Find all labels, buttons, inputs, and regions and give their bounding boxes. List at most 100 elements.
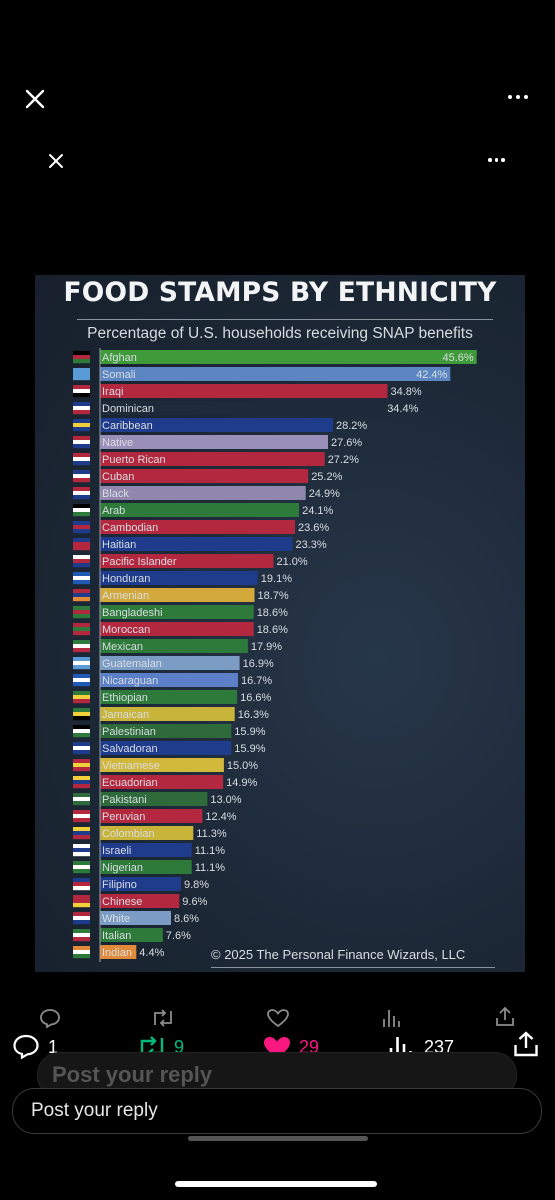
category-label: Dominican bbox=[102, 403, 154, 415]
reply-icon bbox=[13, 1034, 39, 1059]
repost-button[interactable]: 9 bbox=[136, 1032, 196, 1062]
category-label: Filipino bbox=[102, 879, 137, 891]
value-label: 23.3% bbox=[296, 539, 327, 551]
category-label: Afghan bbox=[102, 352, 137, 364]
bar bbox=[100, 860, 192, 874]
category-label: Mexican bbox=[102, 641, 143, 653]
flag-icon bbox=[73, 606, 90, 619]
value-label: 15.9% bbox=[234, 743, 265, 755]
bar bbox=[100, 758, 224, 772]
bar bbox=[100, 435, 328, 449]
value-label: 13.0% bbox=[210, 794, 241, 806]
value-label: 34.8% bbox=[391, 386, 422, 398]
flag-icon bbox=[73, 419, 90, 432]
category-label: Israeli bbox=[102, 845, 131, 857]
flag-icon bbox=[73, 572, 90, 585]
category-label: Black bbox=[102, 488, 129, 500]
value-label: 4.4% bbox=[139, 947, 164, 959]
flag-icon bbox=[73, 470, 90, 483]
bar bbox=[100, 707, 235, 721]
bar bbox=[100, 673, 238, 687]
inner-more-button[interactable] bbox=[488, 158, 505, 162]
value-label: 7.6% bbox=[166, 930, 191, 942]
reply-input[interactable]: Post your reply bbox=[12, 1088, 542, 1134]
value-label: 17.9% bbox=[251, 641, 282, 653]
flag-icon bbox=[73, 946, 90, 959]
bar bbox=[100, 775, 224, 789]
close-icon bbox=[25, 89, 45, 109]
more-icon-dot bbox=[524, 95, 528, 99]
flag-icon bbox=[73, 861, 90, 874]
bar bbox=[100, 894, 180, 908]
category-label: Indian bbox=[102, 947, 132, 959]
flag-icon bbox=[73, 929, 90, 942]
value-label: 18.6% bbox=[257, 607, 288, 619]
more-button[interactable] bbox=[508, 95, 528, 99]
value-label: 16.9% bbox=[243, 658, 274, 670]
category-label: Cuban bbox=[102, 471, 134, 483]
bar bbox=[100, 571, 258, 585]
value-label: 12.4% bbox=[205, 811, 236, 823]
bar bbox=[100, 350, 477, 364]
value-label: 16.7% bbox=[241, 675, 272, 687]
bar bbox=[100, 741, 232, 755]
category-label: Moroccan bbox=[102, 624, 150, 636]
bar bbox=[100, 656, 240, 670]
value-label: 14.9% bbox=[226, 777, 257, 789]
value-label: 8.6% bbox=[174, 913, 199, 925]
chart-title: FOOD STAMPS BY ETHNICITY bbox=[63, 277, 497, 308]
home-indicator[interactable] bbox=[175, 1181, 377, 1187]
views-icon bbox=[383, 1010, 400, 1027]
infographic-image[interactable]: FOOD STAMPS BY ETHNICITY Percentage of U… bbox=[35, 275, 525, 972]
flag-icon bbox=[73, 674, 90, 687]
bar bbox=[100, 945, 137, 959]
flag-icon bbox=[73, 657, 90, 670]
category-label: Somali bbox=[102, 369, 136, 381]
share-button[interactable] bbox=[512, 1030, 542, 1060]
footer-divider bbox=[211, 967, 495, 968]
bar bbox=[100, 588, 255, 602]
category-label: White bbox=[102, 913, 130, 925]
value-label: 24.1% bbox=[302, 505, 333, 517]
category-label: Peruvian bbox=[102, 811, 145, 823]
value-label: 11.1% bbox=[195, 862, 226, 874]
reply-count: 1 bbox=[48, 1037, 59, 1057]
flag-icon bbox=[73, 793, 90, 806]
inner-close-button[interactable] bbox=[46, 151, 66, 171]
value-label: 45.6% bbox=[442, 352, 473, 364]
category-label: Iraqi bbox=[102, 386, 123, 398]
reply-placeholder: Post your reply bbox=[31, 1100, 158, 1121]
value-label: 15.0% bbox=[227, 760, 258, 772]
close-button[interactable] bbox=[22, 86, 48, 112]
value-label: 27.2% bbox=[328, 454, 359, 466]
bar bbox=[100, 469, 309, 483]
reply-button[interactable]: 1 bbox=[12, 1032, 72, 1062]
flag-icon bbox=[73, 776, 90, 789]
bar bbox=[100, 843, 192, 857]
bar bbox=[100, 877, 181, 891]
value-label: 9.8% bbox=[184, 879, 209, 891]
flag-icon bbox=[73, 555, 90, 568]
title-divider bbox=[77, 319, 493, 320]
category-label: Salvadoran bbox=[102, 743, 158, 755]
value-label: 16.6% bbox=[240, 692, 271, 704]
bar bbox=[100, 928, 163, 942]
value-label: 9.6% bbox=[182, 896, 207, 908]
faded-reply-placeholder: Post your reply bbox=[52, 1062, 213, 1087]
bar bbox=[100, 384, 388, 398]
repost-count: 9 bbox=[174, 1037, 185, 1057]
value-label: 18.6% bbox=[257, 624, 288, 636]
bar bbox=[100, 367, 451, 381]
flag-icon bbox=[73, 691, 90, 704]
flag-icon bbox=[73, 385, 90, 398]
category-label: Vietnamese bbox=[102, 760, 160, 772]
flag-icon bbox=[73, 759, 90, 772]
flag-icon bbox=[73, 742, 90, 755]
bar bbox=[100, 622, 254, 636]
flag-icon bbox=[73, 351, 90, 364]
flag-icon bbox=[73, 402, 90, 415]
category-label: Pacific Islander bbox=[102, 556, 177, 568]
flag-icon bbox=[73, 844, 90, 857]
category-label: Pakistani bbox=[102, 794, 147, 806]
value-label: 24.9% bbox=[309, 488, 340, 500]
